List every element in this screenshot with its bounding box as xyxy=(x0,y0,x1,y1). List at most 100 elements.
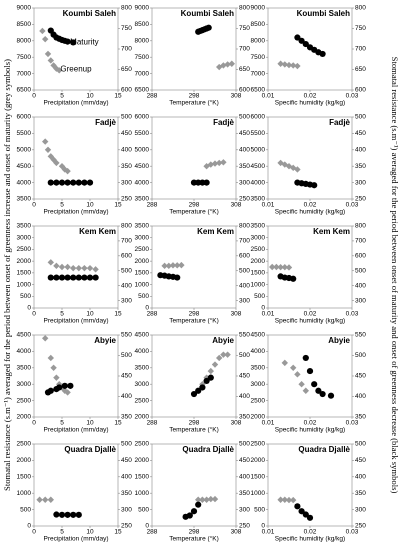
y2-tick-label: 600 xyxy=(121,87,132,94)
black-point xyxy=(315,387,322,394)
panel-title: Kem Kem xyxy=(197,227,234,236)
x-tick-label: 0.01 xyxy=(262,202,275,209)
grey-point xyxy=(165,262,172,270)
y2-tick-label: 800 xyxy=(239,5,250,12)
y2-tick-label: 500 xyxy=(355,441,366,448)
grey-point xyxy=(285,61,293,69)
black-point xyxy=(174,274,181,281)
y-tick-label: 2000 xyxy=(17,414,32,421)
y-tick-label: 3500 xyxy=(135,365,150,372)
x-tick-label: 0.02 xyxy=(304,202,317,209)
y-tick-label: 2000 xyxy=(17,258,32,265)
y2-tick-label: 500 xyxy=(239,441,250,448)
y-tick-label: 3500 xyxy=(17,365,32,372)
y2-tick-label: 350 xyxy=(355,163,366,170)
black-point xyxy=(70,274,77,281)
y-tick-label: 4000 xyxy=(135,179,150,186)
y2-tick-label: 350 xyxy=(239,490,250,497)
black-point xyxy=(190,390,198,398)
grey-point xyxy=(56,67,63,74)
y2-tick-label: 400 xyxy=(355,474,366,481)
y2-tick-label: 300 xyxy=(121,297,132,304)
y2-tick-label: 800 xyxy=(355,223,366,230)
y2-tick-label: 350 xyxy=(355,490,366,497)
grey-point xyxy=(75,264,82,272)
x-axis-label: Precipitation (mm/day) xyxy=(43,100,108,107)
panel-title: Abyie xyxy=(212,336,234,345)
y2-tick-label: 350 xyxy=(121,490,132,497)
y2-tick-label: 450 xyxy=(355,130,366,137)
x-axis-label: Temperature (°K) xyxy=(169,99,219,107)
y2-tick-label: 450 xyxy=(355,373,366,380)
black-point xyxy=(47,387,54,394)
y-tick-label: 2500 xyxy=(251,397,266,404)
y2-tick-label: 700 xyxy=(239,46,250,53)
y-tick-label: 5500 xyxy=(17,130,32,137)
grey-point xyxy=(195,496,202,503)
x-tick-label: 298 xyxy=(189,93,200,100)
y-tick-label: 6000 xyxy=(135,114,150,121)
x-tick-label: 10 xyxy=(86,93,94,100)
y2-tick-label: 450 xyxy=(239,373,250,380)
y-tick-label: 2000 xyxy=(135,457,150,464)
panel-title: Abyie xyxy=(328,336,350,345)
grey-point xyxy=(211,160,219,167)
x-tick-label: 0.03 xyxy=(346,202,359,209)
y2-tick-label: 550 xyxy=(355,332,366,339)
black-point xyxy=(205,24,212,31)
black-point xyxy=(53,274,60,281)
x-tick-label: 5 xyxy=(60,311,64,318)
grey-point xyxy=(290,364,297,371)
x-axis-label: Precipitation (mm/day) xyxy=(43,536,108,543)
black-point xyxy=(81,179,88,186)
grey-point xyxy=(211,495,219,503)
y2-tick-label: 450 xyxy=(239,457,250,464)
grey-point xyxy=(58,263,66,271)
panel-title: Abyie xyxy=(94,336,116,345)
y-tick-label: 7500 xyxy=(135,54,150,61)
x-tick-label: 288 xyxy=(147,529,158,536)
grey-point xyxy=(169,262,177,269)
y2-tick-label: 300 xyxy=(355,506,366,513)
grey-point xyxy=(42,35,49,43)
y2-tick-label: 300 xyxy=(239,179,250,186)
y-tick-label: 8000 xyxy=(135,38,150,45)
y-tick-label: 1500 xyxy=(17,474,32,481)
y2-tick-label: 700 xyxy=(121,238,132,245)
panel-title: Quadra Djallè xyxy=(298,445,350,454)
y-tick-label: 4000 xyxy=(251,179,266,186)
black-point xyxy=(61,382,68,389)
y-tick-label: 2000 xyxy=(135,414,150,421)
grey-point xyxy=(207,495,214,503)
grey-point xyxy=(53,262,60,270)
y-tick-label: 9000 xyxy=(17,5,32,12)
black-point xyxy=(47,274,54,281)
y2-tick-label: 550 xyxy=(121,332,132,339)
y-tick-label: 3000 xyxy=(135,234,150,241)
black-point xyxy=(70,39,77,46)
black-point xyxy=(311,381,318,388)
grey-point xyxy=(64,167,71,175)
y2-tick-label: 500 xyxy=(355,352,366,359)
y-tick-label: 7500 xyxy=(251,54,266,61)
y2-tick-label: 500 xyxy=(121,267,132,274)
grey-point xyxy=(161,262,168,270)
x-tick-label: 0 xyxy=(32,202,36,209)
grey-point xyxy=(294,62,301,70)
y-tick-label: 4500 xyxy=(135,163,150,170)
y-tick-label: 6000 xyxy=(17,114,32,121)
plot-frame xyxy=(33,7,119,91)
black-point xyxy=(53,511,60,518)
y-tick-label: 4500 xyxy=(251,163,266,170)
y-tick-label: 7000 xyxy=(17,70,32,77)
y-tick-label: 2500 xyxy=(17,397,32,404)
plot-frame xyxy=(151,7,237,91)
black-point xyxy=(306,514,314,521)
y2-tick-label: 250 xyxy=(239,523,250,530)
y-tick-label: 500 xyxy=(20,293,31,300)
y2-tick-label: 500 xyxy=(239,114,250,121)
x-tick-label: 0 xyxy=(32,311,36,318)
black-point xyxy=(56,384,63,391)
y2-tick-label: 600 xyxy=(239,253,250,260)
